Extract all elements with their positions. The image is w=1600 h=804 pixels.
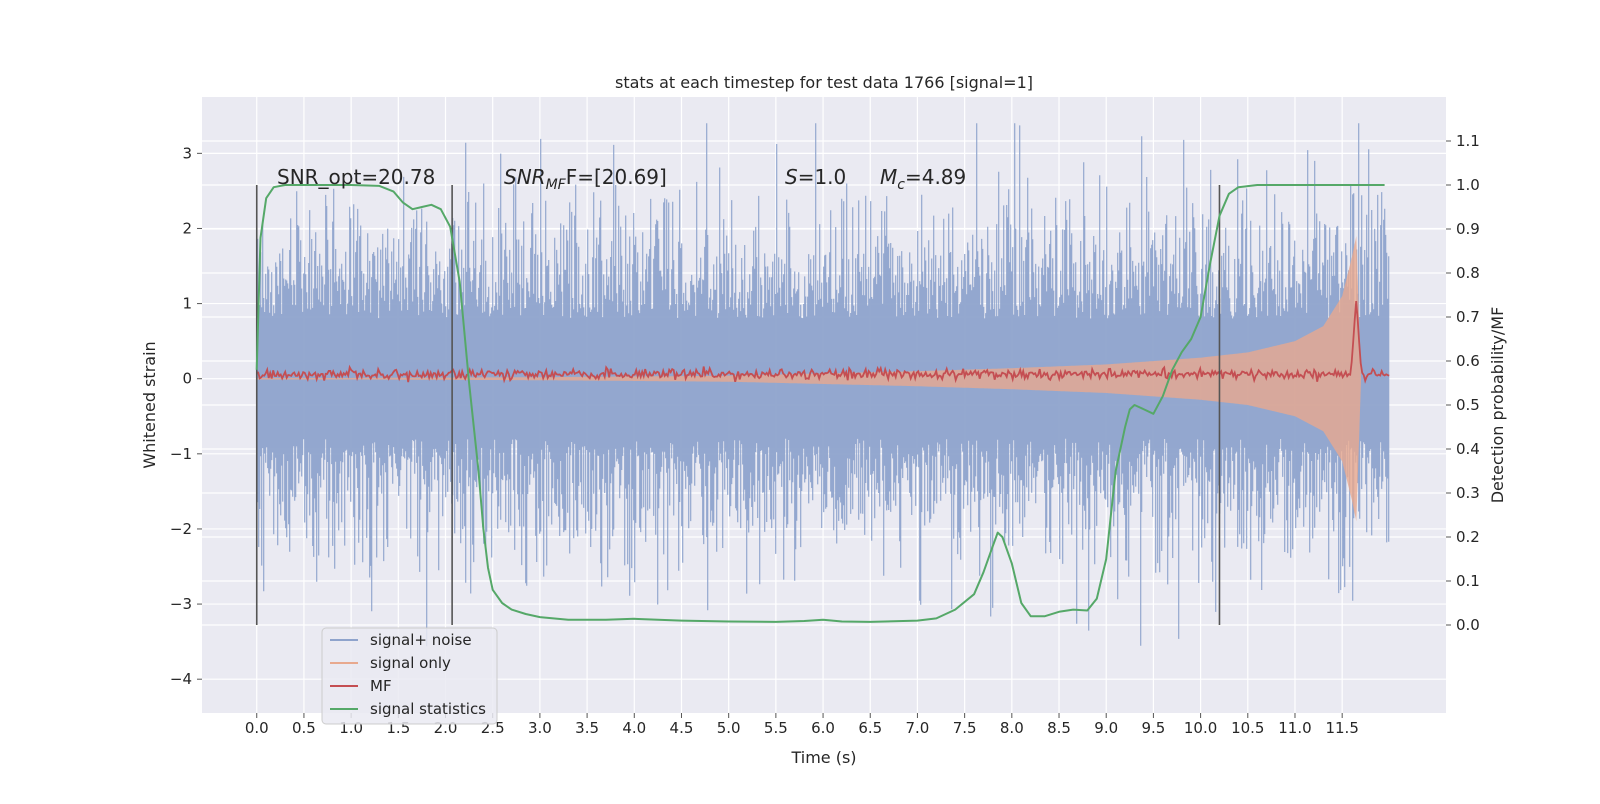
y-tick-label: −3 (170, 595, 192, 613)
y2-tick-label: 0.4 (1456, 440, 1480, 458)
x-tick-label: 4.5 (670, 719, 694, 737)
annotation-s: S=1.0 (785, 165, 846, 189)
y2-tick-label: 1.0 (1456, 176, 1480, 194)
x-tick-label: 8.0 (1000, 719, 1024, 737)
annotation-snr-mf-rest: F=[20.69] (566, 165, 667, 189)
annotation-mc-base: M (880, 165, 897, 189)
y-tick-label: −4 (170, 670, 192, 688)
vertical-markers (255, 185, 1221, 625)
legend: signal+ noise signal only MF signal stat… (321, 627, 498, 725)
annotation-s-value: =1.0 (798, 165, 847, 189)
annotation-snr-mf-base: SNR (504, 165, 546, 189)
y2-tick-label: 0.8 (1456, 264, 1480, 282)
x-tick-label: 10.0 (1184, 719, 1217, 737)
mf-line (256, 301, 1390, 384)
x-tick-label: 5.5 (764, 719, 788, 737)
y-axis-label: Whitened strain (140, 341, 159, 468)
annotation-mc-sub: c (897, 177, 905, 193)
y2-axis-label: Detection probability/MF (1488, 307, 1507, 504)
annotation-snr-mf: SNRMFF=[20.69] (504, 165, 667, 193)
x-tick-label: 6.5 (858, 719, 882, 737)
y2-tick-label: 0.6 (1456, 352, 1480, 370)
x-tick-label: 7.5 (953, 719, 977, 737)
x-tick-label: 3.0 (528, 719, 552, 737)
y-tick-label: 3 (182, 144, 192, 162)
annotation-s-label: S (785, 165, 798, 189)
y-tick-label: −2 (170, 520, 192, 538)
x-tick-label: 0.5 (292, 719, 316, 737)
y-tick-label: 1 (182, 295, 192, 313)
y2-tick-label: 0.7 (1456, 308, 1480, 326)
y-axis-left: −4 −3 −2 −1 0 1 2 3 (170, 144, 202, 688)
annotation-mc: Mc=4.89 (880, 165, 966, 193)
y-tick-label: 0 (182, 370, 192, 388)
y2-tick-label: 0.9 (1456, 220, 1480, 238)
x-axis: 0.0 0.5 1.0 1.5 2.0 2.5 3.0 3.5 4.0 4.5 5.0 5.5 6.0 6… (245, 713, 1359, 737)
x-tick-label: 8.5 (1047, 719, 1071, 737)
x-tick-label: 7.0 (906, 719, 930, 737)
series-mf (256, 301, 1390, 384)
x-tick-label: 4.0 (622, 719, 646, 737)
x-tick-label: 5.0 (717, 719, 741, 737)
y2-tick-label: 1.1 (1456, 132, 1480, 150)
x-tick-label: 0.0 (245, 719, 269, 737)
chart-title: stats at each timestep for test data 176… (615, 73, 1033, 92)
y-tick-label: 2 (182, 219, 192, 237)
x-tick-label: 6.0 (811, 719, 835, 737)
y2-tick-label: 0.3 (1456, 484, 1480, 502)
x-tick-label: 11.5 (1325, 719, 1358, 737)
legend-label-signal-only: signal only (370, 654, 451, 672)
annotation-snr-opt: SNR_opt=20.78 (277, 165, 435, 189)
x-tick-label: 9.0 (1094, 719, 1118, 737)
annotation-mc-value: =4.89 (905, 165, 966, 189)
legend-label-signal-noise: signal+ noise (370, 631, 472, 649)
signal-statistics-line (255, 184, 1385, 623)
y2-tick-label: 0.5 (1456, 396, 1480, 414)
y2-tick-label: 0.0 (1456, 616, 1480, 634)
annotation-snr-mf-sub: MF (546, 177, 567, 193)
y-axis-right: 0.0 0.1 0.2 0.3 0.4 0.5 0.6 0.7 0.8 0.9 1.0 1.1 (1446, 132, 1480, 634)
legend-label-mf: MF (370, 677, 392, 695)
annotation-group: SNR_opt=20.78 SNRMFF=[20.69] S=1.0 Mc=4.… (277, 165, 966, 193)
legend-label-signal-statistics: signal statistics (370, 700, 486, 718)
legend-box (321, 627, 498, 725)
x-tick-label: 11.0 (1278, 719, 1311, 737)
x-axis-label: Time (s) (790, 748, 856, 767)
y2-tick-label: 0.2 (1456, 528, 1480, 546)
x-tick-label: 9.5 (1141, 719, 1165, 737)
y-tick-label: −1 (170, 445, 192, 463)
x-tick-label: 3.5 (575, 719, 599, 737)
x-tick-label: 10.5 (1231, 719, 1264, 737)
series-signal-statistics (255, 184, 1385, 623)
y2-tick-label: 0.1 (1456, 572, 1480, 590)
